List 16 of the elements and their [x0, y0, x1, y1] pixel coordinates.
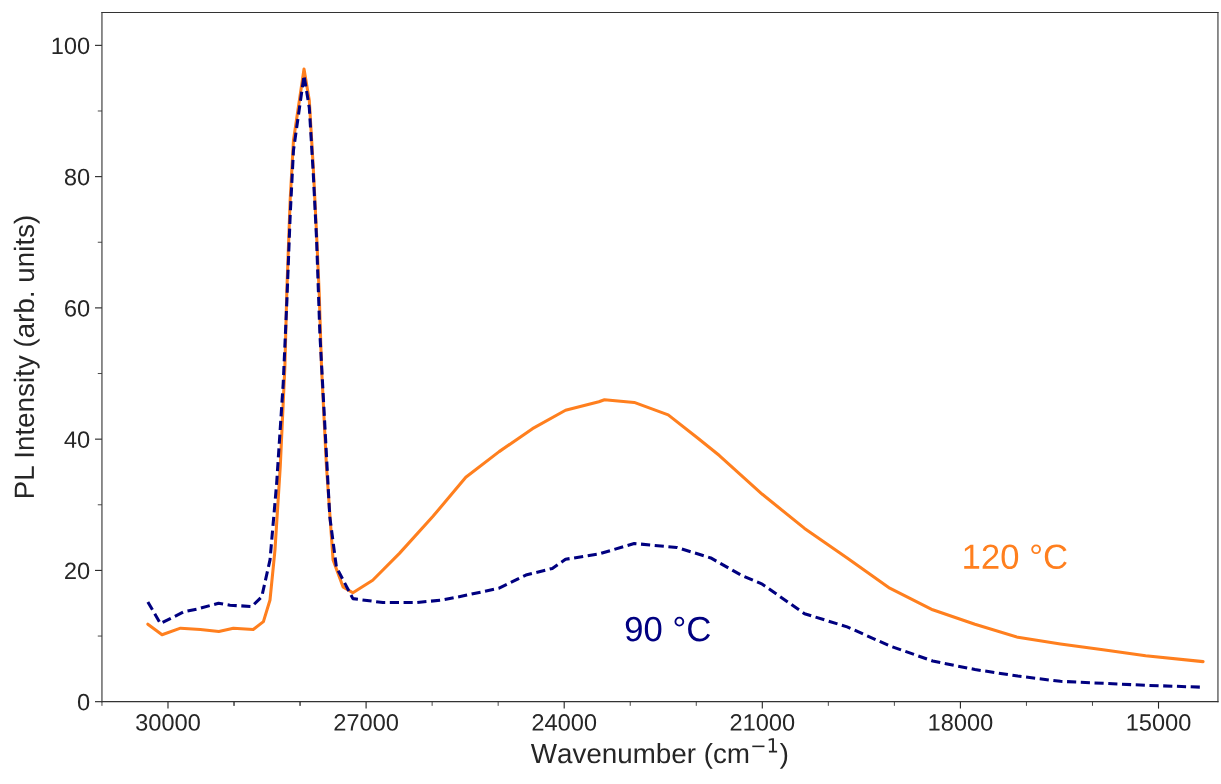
y-tick-label: 80	[64, 168, 90, 186]
x-tick-label: 24000	[532, 714, 597, 731]
x-tick-label: 15000	[1127, 714, 1191, 731]
y-tick-label: 0	[77, 693, 90, 711]
y-tick-label: 20	[65, 562, 90, 580]
x-tick-label: 30000	[136, 714, 200, 731]
series-label: 90 °C	[625, 616, 711, 642]
y-tick-label: 60	[65, 299, 90, 317]
y-tick-label: 100	[52, 37, 90, 55]
y-axis-title: PL Intensity (arb. units)	[13, 216, 40, 498]
x-tick-label: 21000	[730, 714, 795, 731]
x-tick-label: 27000	[334, 714, 398, 731]
x-tick-label: 18000	[929, 714, 993, 731]
series-label: 120 °C	[964, 544, 1067, 570]
y-tick-label: 40	[64, 431, 90, 448]
x-axis-title: Wavenumber (cm$^{−1}$)	[530, 738, 788, 769]
